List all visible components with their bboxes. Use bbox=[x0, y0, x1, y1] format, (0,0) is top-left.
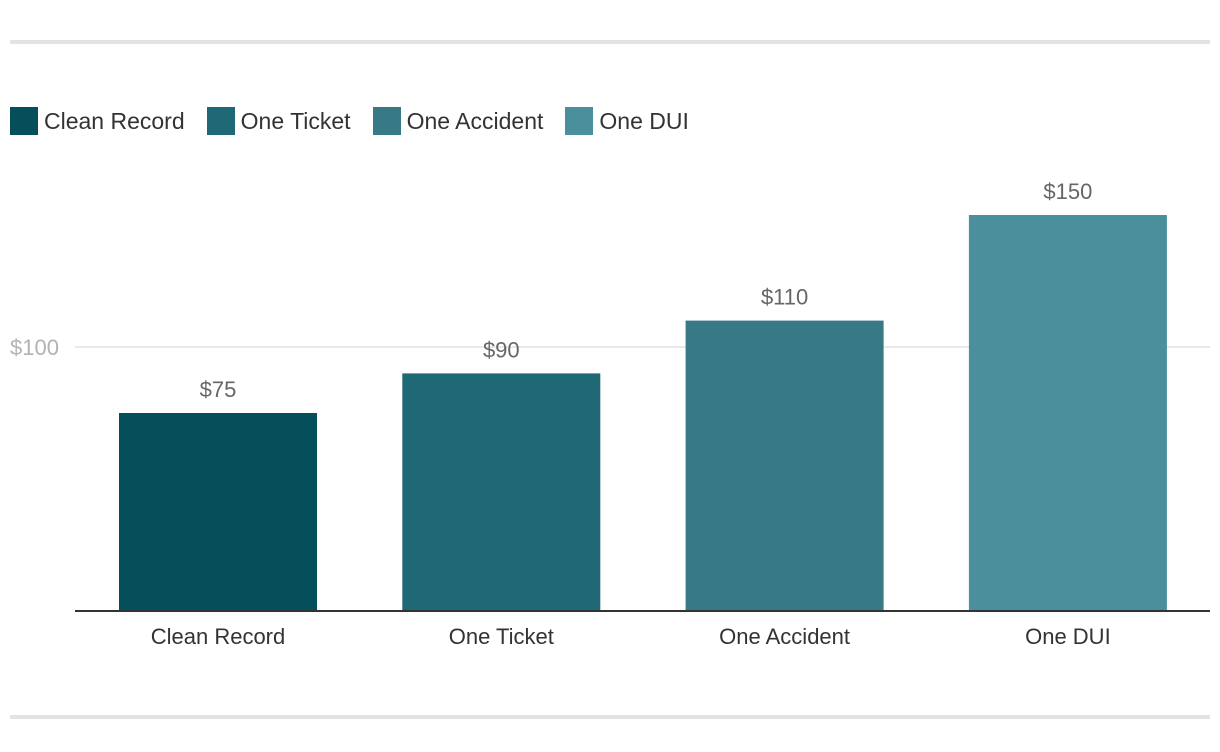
legend-swatch bbox=[565, 107, 594, 135]
legend-item-clean-record: Clean Record bbox=[10, 107, 185, 135]
legend-swatch bbox=[206, 107, 235, 135]
legend-label: Clean Record bbox=[44, 107, 185, 134]
data-label: $90 bbox=[483, 337, 520, 362]
legend-item-one-ticket: One Ticket bbox=[206, 107, 351, 135]
bar-one-accident bbox=[685, 320, 884, 611]
x-tick-label: One DUI bbox=[1025, 624, 1111, 649]
data-label: $150 bbox=[1043, 179, 1092, 204]
legend-label: One Accident bbox=[406, 107, 544, 134]
data-label: $110 bbox=[761, 285, 808, 310]
x-tick-label: Clean Record bbox=[151, 624, 286, 649]
legend-item-one-accident: One Accident bbox=[372, 107, 544, 135]
legend-swatch bbox=[372, 107, 401, 135]
bar-one-dui bbox=[968, 215, 1167, 611]
bottom-divider bbox=[10, 715, 1210, 719]
chart-legend: Clean Record One Ticket One Accident One… bbox=[10, 107, 711, 135]
legend-swatch bbox=[10, 107, 38, 135]
x-tick-label: One Ticket bbox=[449, 624, 554, 649]
data-label: $75 bbox=[200, 377, 237, 402]
legend-item-one-dui: One DUI bbox=[565, 107, 689, 135]
y-tick-label: $100 bbox=[10, 335, 59, 360]
legend-label: One Ticket bbox=[240, 107, 351, 134]
bar-clean-record bbox=[119, 413, 317, 611]
x-tick-label: One Accident bbox=[719, 624, 850, 649]
top-divider bbox=[10, 40, 1210, 44]
legend-label: One DUI bbox=[599, 107, 689, 134]
bar-one-ticket bbox=[402, 373, 601, 611]
